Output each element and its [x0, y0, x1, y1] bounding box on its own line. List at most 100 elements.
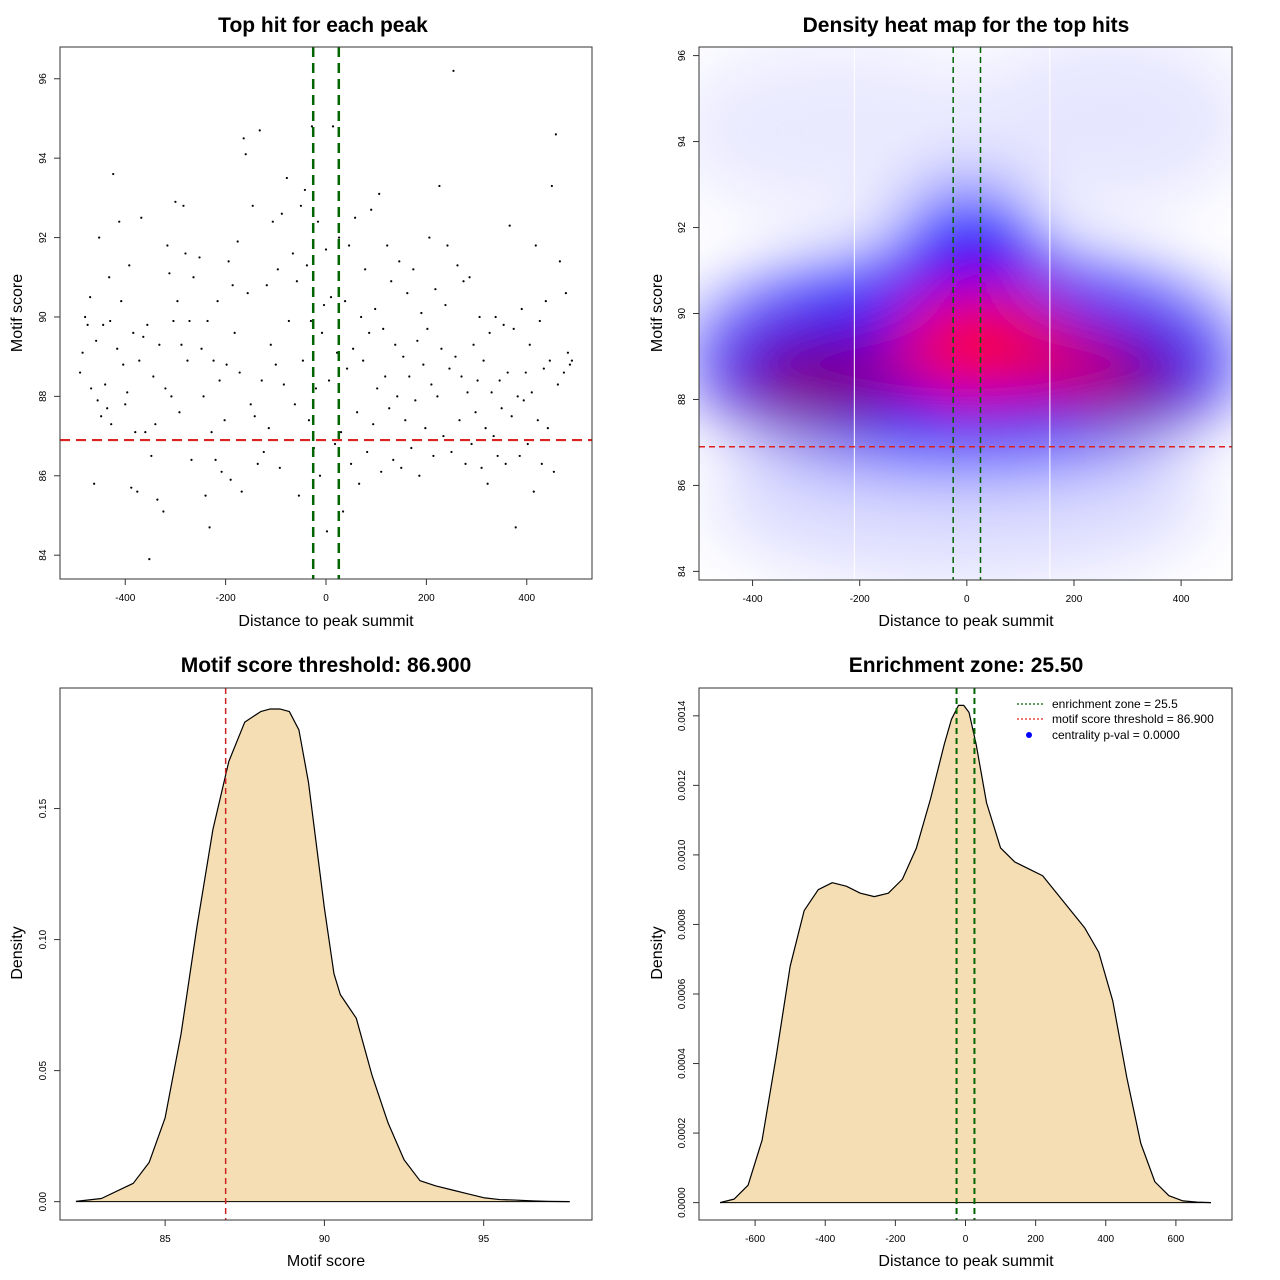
scatter-point [276, 268, 279, 271]
scatter-point [168, 272, 171, 275]
scatter-point [440, 347, 443, 350]
scatter-point [516, 395, 519, 398]
x-tick-label: 95 [478, 1234, 490, 1245]
scatter-point [220, 470, 223, 473]
scatter-point [378, 192, 381, 195]
scatter-point [331, 125, 335, 128]
scatter-point [566, 351, 570, 354]
scatter-point [490, 391, 493, 394]
scatter-point [198, 256, 201, 259]
scatter-point [102, 323, 105, 327]
scatter-point [470, 442, 473, 446]
scatter-point [186, 359, 189, 362]
scatter-point [303, 188, 307, 192]
score-density-x-label: Motif score [287, 1253, 365, 1270]
scatter-point [333, 442, 337, 446]
scatter-point [246, 292, 249, 295]
score-density-plot [75, 688, 570, 1220]
density-area [75, 708, 570, 1202]
x-tick-label: 600 [1168, 1234, 1185, 1245]
panel-heatmap: Density heat map for the top hits -400 -2… [649, 14, 1233, 630]
scatter-point [472, 343, 475, 346]
heatmap-x-axis: -400 -200 0 200 400 [743, 580, 1190, 605]
scatter-point [408, 375, 411, 378]
scatter-point [460, 375, 463, 378]
scatter-point [500, 407, 503, 410]
scatter-point [412, 268, 415, 271]
scatter-point [398, 260, 401, 263]
scatter-point [570, 359, 574, 362]
scatter-point [291, 252, 294, 255]
y-tick-label: 0.0012 [677, 770, 688, 801]
scatter-point [322, 303, 326, 307]
scatter-point [112, 172, 115, 176]
x-tick-label: 0 [323, 593, 329, 604]
scatter-point [180, 343, 183, 346]
scatter-point [316, 220, 320, 223]
scatter-point [249, 403, 252, 406]
scatter-point [314, 387, 318, 390]
scatter-y-axis: 84 86 88 90 92 94 96 [38, 73, 60, 561]
y-tick-label: 0.0014 [677, 700, 688, 731]
scatter-point [498, 379, 501, 382]
scatter-point [354, 216, 357, 219]
scatter-point [164, 387, 167, 390]
scatter-point [256, 462, 259, 465]
scatter-point [325, 530, 329, 533]
scatter-point [428, 236, 431, 239]
scatter-point [380, 470, 383, 473]
scatter-point [136, 490, 139, 493]
density-curve [75, 708, 570, 1203]
scatter-point [148, 558, 151, 561]
scatter-point [530, 391, 533, 394]
scatter-point [134, 431, 137, 434]
scatter-point [262, 450, 265, 454]
scatter-point [339, 431, 343, 434]
scatter-point [305, 264, 309, 267]
scatter-point [512, 327, 515, 330]
scatter-point [293, 403, 296, 406]
y-tick-label: 0.0010 [677, 839, 688, 870]
scatter-point [174, 200, 177, 203]
scatter-point [382, 327, 385, 330]
scatter-point [494, 315, 497, 319]
scatter-point [309, 319, 313, 323]
scatter-x-label: Distance to peak summit [238, 613, 414, 630]
scatter-point [212, 359, 215, 362]
scatter-point [188, 319, 191, 323]
scatter-point [343, 299, 347, 303]
scatter-point [278, 466, 281, 469]
scatter-point [138, 359, 141, 362]
scatter-point [78, 371, 82, 374]
scatter-point [564, 292, 568, 295]
scatter-point [152, 375, 155, 378]
scatter-point [430, 383, 433, 386]
scatter-point [366, 450, 369, 454]
y-tick-label: 84 [38, 549, 49, 561]
x-tick-label: 200 [1066, 594, 1083, 605]
distance-density-y-axis: 0.0000 0.0002 0.0004 0.0006 0.0008 0.0010 0.00… [677, 700, 699, 1218]
density-area [720, 705, 1211, 1203]
heatmap-title: Density heat map for the top hits [803, 14, 1130, 37]
scatter-point [464, 462, 467, 465]
scatter-point [488, 331, 491, 334]
y-tick-label: 0.0006 [677, 978, 688, 1009]
scatter-point [384, 375, 387, 378]
scatter-point [104, 383, 107, 386]
scatter-point [452, 69, 455, 72]
scatter-point [526, 442, 529, 446]
scatter-point [231, 284, 234, 287]
y-tick-label: 0.15 [38, 798, 49, 818]
scatter-point [86, 323, 89, 327]
y-tick-label: 96 [38, 73, 49, 85]
panel-distance-density: Enrichment zone: 25.50 -600 -400 -200 0 200 4… [649, 654, 1233, 1270]
scatter-point [518, 454, 521, 458]
scatter-point [562, 371, 565, 374]
scatter-point [238, 371, 241, 374]
scatter-point [482, 359, 485, 362]
scatter-point [301, 359, 305, 362]
scatter-points [78, 69, 574, 561]
heatmap-y-label: Motif score [649, 274, 666, 352]
x-tick-label: -400 [743, 594, 763, 605]
